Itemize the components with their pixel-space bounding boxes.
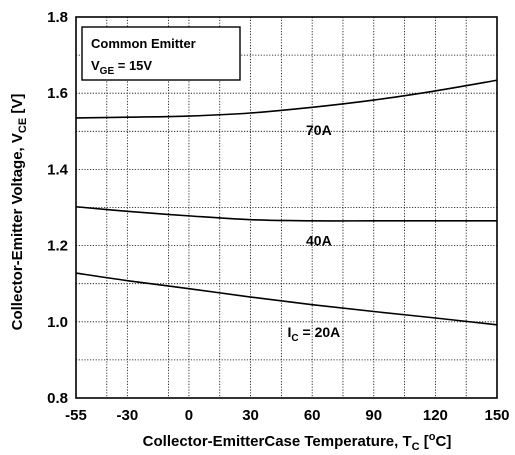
x-tick-labels: -55 -30 0 30 60 90 120 150: [65, 407, 509, 424]
y-tick-label: 1.8: [47, 9, 68, 26]
x-tick-label: -55: [65, 407, 87, 424]
legend-line-1: Common Emitter: [91, 36, 196, 51]
x-tick-label: 120: [423, 407, 448, 424]
y-axis-title-unit: [V]: [9, 94, 26, 118]
x-axis-title: Collector-EmitterCase Temperature, TC [o…: [143, 431, 452, 453]
y-tick-label: 1.6: [47, 85, 68, 102]
legend-box: [81, 26, 241, 81]
x-tick-label: 90: [365, 407, 382, 424]
x-tick-label: 60: [304, 407, 321, 424]
legend-line-2: VGE = 15V: [91, 58, 152, 77]
curve-labels: 70A 40A IC = 20A: [288, 122, 341, 344]
series-label-2: IC = 20A: [288, 324, 341, 344]
plot-frame: [75, 16, 498, 399]
y-axis-title-main: Collector-Emitter Voltage, V: [9, 133, 26, 330]
series-line-0: [75, 79, 498, 119]
x-axis-title-unit: C]: [436, 433, 452, 450]
y-tick-label: 0.8: [47, 390, 68, 407]
x-axis-title-main: Collector-EmitterCase Temperature, T: [143, 433, 412, 450]
y-axis-title: Collector-Emitter Voltage, VCE [V]: [9, 94, 29, 331]
series-line-2: [75, 272, 498, 326]
legend-vge-rest: = 15V: [114, 58, 152, 73]
curves: [75, 79, 498, 326]
legend: Common Emitter VGE = 15V: [81, 26, 241, 81]
y-axis-title-sub: CE: [17, 118, 29, 133]
x-axis-title-sup: o: [429, 431, 436, 443]
x-tick-label: 30: [242, 407, 259, 424]
series-line-1: [75, 205, 497, 222]
series-label-0: 70A: [306, 122, 332, 138]
y-tick-label: 1.2: [47, 238, 68, 255]
y-tick-labels: 0.8 1.0 1.2 1.4 1.6 1.8: [47, 9, 69, 407]
x-tick-label: 0: [185, 407, 193, 424]
x-axis-title-bracket: [: [420, 433, 429, 450]
x-axis-title-sub: C: [412, 441, 420, 453]
series-label-1: 40A: [306, 233, 332, 249]
y-tick-label: 1.0: [47, 314, 68, 331]
legend-vge-sub: GE: [100, 66, 115, 77]
x-tick-label: 150: [484, 407, 509, 424]
legend-vge-main: V: [91, 58, 100, 73]
x-tick-label: -30: [116, 407, 138, 424]
y-tick-label: 1.4: [47, 161, 69, 178]
